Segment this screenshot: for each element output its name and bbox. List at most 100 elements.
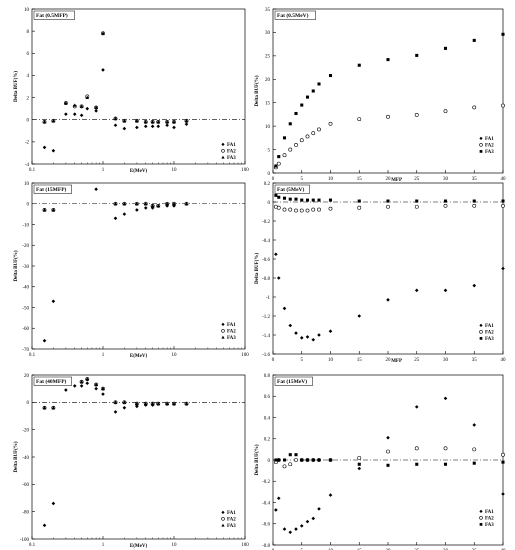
data-point [311,458,315,462]
y-tick-label: -20 [22,428,29,433]
data-point [357,455,362,460]
y-tick-label: -40 [22,286,29,291]
data-point [328,198,333,202]
x-tick-label: 30 [443,177,449,182]
data-point [143,401,148,406]
data-point [143,201,148,206]
data-point [300,458,304,462]
legend-label: FA3 [485,150,494,155]
data-point [79,104,84,108]
data-series [42,201,189,212]
data-point [288,122,292,126]
data-point [282,527,287,531]
data-point [299,208,304,213]
legend-marker [479,337,483,340]
data-point [501,103,505,108]
data-series [42,377,189,410]
legend-marker [479,136,483,140]
x-axis-label: E(MeV) [130,169,148,174]
data-point [42,207,47,212]
y-axis-label: Delta BUF(%) [255,444,260,475]
data-point [443,109,448,114]
data-point [276,496,281,501]
data-series [274,32,505,168]
data-point [165,201,169,206]
data-point [328,458,333,462]
y-tick-label: 0.2 [264,438,271,443]
legend-label: FA2 [227,330,236,335]
x-tick-label: 10 [172,168,178,173]
chart-panel: -1.6 -1.4 -1.2 -1 -0.8 -0.6 -0.4 -0.2 0 0.2 0 5 10 15… [255,182,506,364]
chart-panel: -70 -60 -50 -40 -30 -20 -10 0 10 0.1 1 10 100 Fat (15… [14,182,249,359]
legend-label: FA1 [227,143,236,148]
plot-frame [272,8,504,174]
data-point [288,197,292,201]
data-point [357,63,361,67]
y-tick-label: 2 [27,96,30,101]
data-point [472,423,477,427]
y-tick-label: -100 [20,538,30,543]
data-point [357,205,362,210]
y-tick-label: 0 [27,401,30,406]
data-point [94,105,98,109]
data-point [172,201,176,206]
data-point [443,396,448,401]
legend-label: FA2 [485,144,494,149]
data-point [113,123,118,128]
data-point [305,519,310,524]
legend-marker [221,510,225,514]
data-point [288,453,292,457]
data-point [415,199,419,203]
data-point [317,458,321,462]
data-point [288,323,293,328]
data-point [135,404,139,409]
data-point [122,400,127,404]
y-tick-label: -60 [22,327,29,332]
data-point [94,386,98,391]
y-tick-label: -0.6 [262,523,270,528]
data-point [299,336,304,340]
data-point [328,206,333,211]
x-tick-label: 0.1 [29,168,36,173]
data-point [294,197,298,201]
data-point [42,523,47,528]
data-point [85,106,90,111]
x-axis-label: MFP [391,178,402,183]
data-point [122,201,127,206]
x-axis-label: MFP [391,359,402,364]
x-tick-label: 100 [241,168,249,173]
x-tick-label: 10 [328,358,334,363]
data-point [501,203,505,208]
data-point [276,276,281,280]
y-tick-label: 30 [265,31,271,36]
data-point [443,203,448,208]
data-point [274,193,278,197]
y-axis-label: Delta BUF(%) [14,250,19,281]
data-point [501,199,505,203]
data-point [443,46,448,50]
data-series [42,31,189,124]
data-point [294,331,298,335]
data-point [172,401,176,406]
chart-title: Fat (15MFP) [36,186,67,193]
legend-marker [221,149,225,153]
data-point [165,123,169,128]
y-tick-label: 0.8 [264,374,271,379]
data-point [328,493,333,497]
data-point [305,208,310,213]
data-point [64,101,68,105]
data-point [443,462,448,466]
y-tick-label: -0.2 [262,220,270,225]
data-point [277,195,281,199]
chart-title-box [33,376,72,386]
data-point [165,401,169,406]
data-series [273,203,505,213]
y-tick-label: 0.4 [264,416,271,421]
legend-marker [479,323,483,327]
data-point [150,401,155,406]
y-tick-label: -60 [22,483,29,488]
data-point [274,458,278,462]
data-point [282,136,287,140]
